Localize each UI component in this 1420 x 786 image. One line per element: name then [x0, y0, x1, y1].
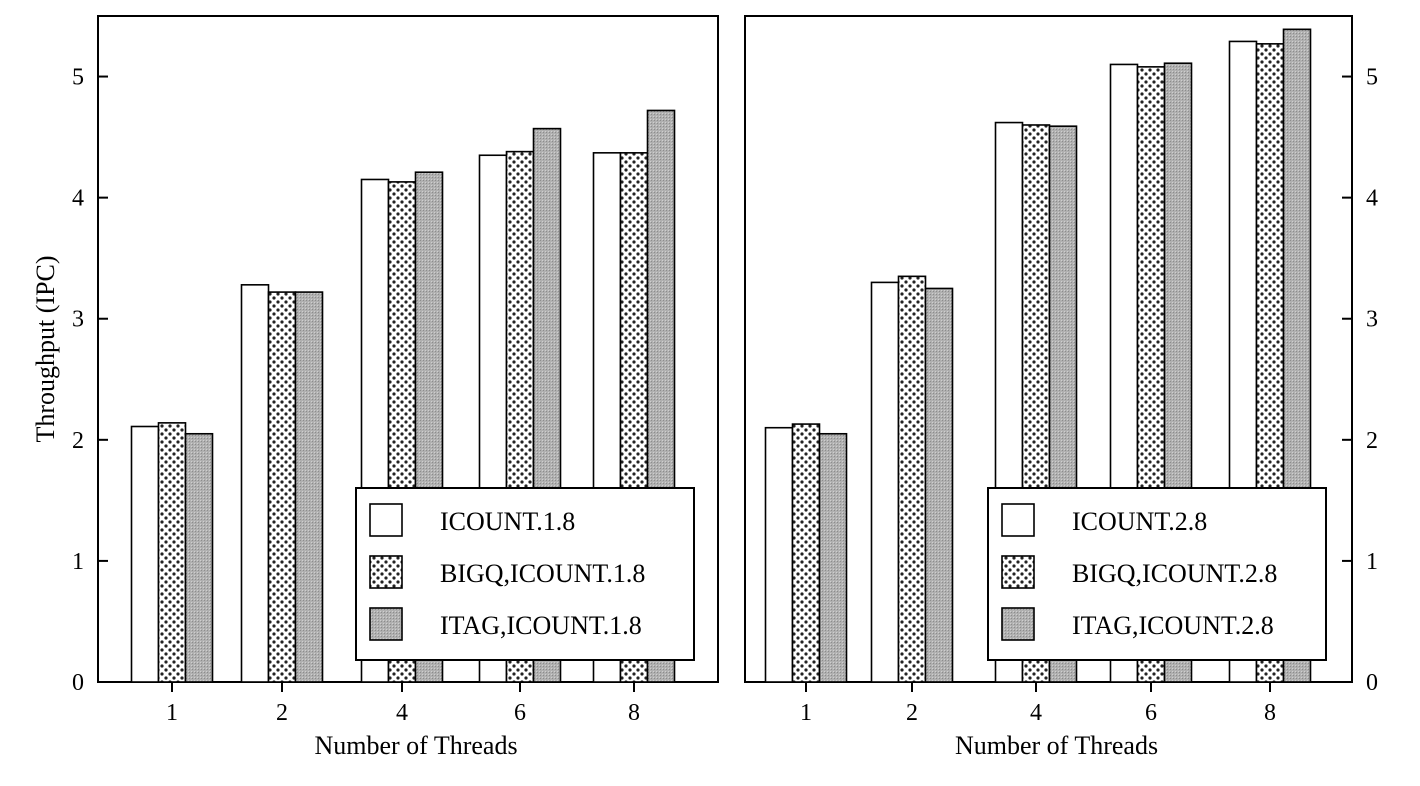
right-legend-label: ICOUNT.2.8 [1072, 507, 1207, 536]
left-x-tick-label: 1 [166, 700, 178, 726]
left-x-tick-label: 2 [276, 700, 288, 726]
bar-itag-icount-2-8-1 [818, 432, 848, 683]
bar-icount-1-8-1 [130, 425, 160, 683]
right-x-tick-label: 6 [1145, 700, 1157, 726]
right-chart-panel: 0 1 2 3 4 5 1 2 4 6 8 Number of Threads ICOUNT.2.8 BI… [744, 15, 1378, 760]
left-legend [355, 487, 695, 661]
bar-icount-1-8-2 [240, 284, 270, 683]
right-legend-swatch-shaded [1001, 607, 1035, 641]
right-y-tick-label: 4 [1366, 186, 1378, 212]
left-y-tick-label: 1 [72, 549, 84, 575]
bar-icount-2-8-2 [870, 281, 900, 683]
left-legend-swatch-dotted [369, 555, 403, 589]
bar-bigq-icount-1-8-2 [267, 291, 297, 683]
bar-icount-2-8-1 [764, 426, 794, 683]
left-y-tick-label: 4 [72, 186, 84, 212]
left-y-tick-label: 3 [72, 307, 84, 333]
left-x-axis-label: Number of Threads [314, 731, 517, 760]
right-y-tick-label: 2 [1366, 428, 1378, 454]
right-y-tick-label: 0 [1366, 670, 1378, 696]
right-y-tick-label: 1 [1366, 549, 1378, 575]
bar-bigq-icount-2-8-2 [897, 275, 927, 683]
left-x-tick-label: 6 [514, 700, 526, 726]
left-x-tick-label: 8 [628, 700, 640, 726]
right-legend-label: BIGQ,ICOUNT.2.8 [1072, 559, 1277, 588]
left-legend-label: BIGQ,ICOUNT.1.8 [440, 559, 645, 588]
left-x-tick-label: 4 [396, 700, 408, 726]
left-legend-swatch-plain [369, 503, 403, 537]
right-legend-swatch-plain [1001, 503, 1035, 537]
bar-itag-icount-2-8-2 [924, 287, 954, 683]
left-legend-swatch-shaded [369, 607, 403, 641]
left-y-tick-label: 2 [72, 428, 84, 454]
bar-itag-icount-1-8-1 [184, 432, 214, 683]
bar-itag-icount-1-8-2 [294, 291, 324, 683]
right-x-tick-label: 8 [1264, 700, 1276, 726]
right-y-tick-label: 3 [1366, 307, 1378, 333]
left-y-tick-label: 5 [72, 65, 84, 91]
left-legend-label: ICOUNT.1.8 [440, 507, 575, 536]
right-x-tick-label: 4 [1030, 700, 1042, 726]
bar-bigq-icount-2-8-1 [791, 423, 821, 683]
bar-bigq-icount-1-8-1 [157, 422, 187, 683]
right-x-axis-label: Number of Threads [955, 731, 1158, 760]
right-y-tick-label: 5 [1366, 65, 1378, 91]
right-legend [987, 487, 1327, 661]
right-x-tick-label: 2 [906, 700, 918, 726]
right-x-tick-label: 1 [800, 700, 812, 726]
left-legend-label: ITAG,ICOUNT.1.8 [440, 611, 642, 640]
right-legend-label: ITAG,ICOUNT.2.8 [1072, 611, 1274, 640]
left-y-axis-label: Throughput (IPC) [31, 255, 60, 442]
right-legend-swatch-dotted [1001, 555, 1035, 589]
left-y-tick-label: 0 [72, 670, 84, 696]
left-chart-panel: 0 1 2 3 4 5 1 2 4 6 8 Number of Threads Throughput (… [31, 15, 719, 760]
